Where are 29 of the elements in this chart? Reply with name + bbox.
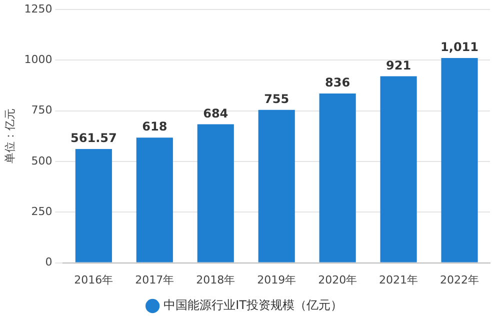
bar xyxy=(136,138,173,262)
y-tick-label: 250 xyxy=(31,205,52,218)
bar xyxy=(380,76,417,262)
x-tick-label: 2016年 xyxy=(74,273,114,286)
legend-label: 中国能源行业IT投资规模（亿元） xyxy=(164,298,342,312)
bar xyxy=(319,93,356,262)
data-label: 836 xyxy=(325,76,350,90)
x-tick-label: 2021年 xyxy=(379,273,418,286)
y-tick-label: 1000 xyxy=(24,53,52,66)
data-label: 618 xyxy=(142,120,168,134)
data-label: 921 xyxy=(386,58,412,72)
y-tick-label: 0 xyxy=(45,256,52,269)
y-tick-label: 1250 xyxy=(24,2,52,16)
x-tick-label: 2018年 xyxy=(196,273,236,286)
y-tick-label: 500 xyxy=(31,154,52,168)
x-tick-label: 2022年 xyxy=(440,273,480,286)
x-tick-label: 2017年 xyxy=(135,273,174,286)
bar xyxy=(197,124,234,262)
bar xyxy=(258,110,295,262)
bar xyxy=(75,149,112,262)
data-label: 561.57 xyxy=(70,131,117,146)
y-tick-label: 750 xyxy=(31,104,52,117)
y-axis-title: 单位：亿元 xyxy=(3,108,16,164)
data-label: 1,011 xyxy=(440,40,478,54)
x-tick-label: 2019年 xyxy=(257,273,296,286)
bar xyxy=(441,58,478,262)
x-tick-label: 2020年 xyxy=(318,273,358,286)
data-label: 755 xyxy=(264,92,290,106)
data-label: 684 xyxy=(203,106,228,120)
